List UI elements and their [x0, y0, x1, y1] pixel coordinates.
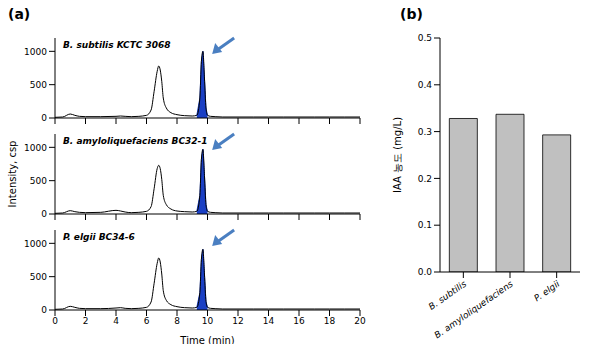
- svg-text:0.2: 0.2: [418, 174, 432, 184]
- svg-text:500: 500: [30, 80, 47, 90]
- svg-text:500: 500: [30, 272, 47, 282]
- svg-text:0.4: 0.4: [418, 80, 433, 90]
- svg-text:Intensity, csp: Intensity, csp: [8, 141, 18, 208]
- svg-text:0: 0: [52, 316, 58, 326]
- svg-text:B. amyloliquefaciens: B. amyloliquefaciens: [432, 279, 515, 341]
- svg-text:6: 6: [144, 316, 150, 326]
- html-text:B. subtilis KCTC 3068: B. subtilis KCTC 3068: [63, 40, 171, 50]
- html-text:P. elgii BC34-6: P. elgii BC34-6: [63, 232, 135, 242]
- svg-text:2: 2: [83, 316, 89, 326]
- svg-text:B. subtilis: B. subtilis: [427, 279, 469, 312]
- svg-text:1000: 1000: [24, 239, 47, 249]
- html-text:(b): (b): [400, 6, 423, 22]
- svg-text:P. elgii: P. elgii: [532, 278, 562, 303]
- html-text:B. amyloliquefaciens BC32-1: B. amyloliquefaciens BC32-1: [63, 136, 208, 146]
- svg-text:0.3: 0.3: [418, 127, 432, 137]
- svg-text:20: 20: [354, 316, 366, 326]
- svg-text:Time (min): Time (min): [179, 335, 234, 344]
- svg-text:0.5: 0.5: [418, 33, 432, 43]
- html-text:(a): (a): [8, 6, 31, 22]
- svg-text:0.0: 0.0: [418, 267, 433, 277]
- svg-text:4: 4: [113, 316, 119, 326]
- svg-text:16: 16: [293, 316, 305, 326]
- svg-text:12: 12: [232, 316, 243, 326]
- svg-text:IAA 농도 (mg/L): IAA 농도 (mg/L): [392, 117, 403, 193]
- svg-text:14: 14: [263, 316, 275, 326]
- svg-text:500: 500: [30, 176, 47, 186]
- svg-text:1000: 1000: [24, 143, 47, 153]
- svg-text:10: 10: [202, 316, 214, 326]
- svg-text:0: 0: [41, 305, 47, 315]
- svg-text:8: 8: [174, 316, 180, 326]
- svg-text:0: 0: [41, 209, 47, 219]
- svg-text:1000: 1000: [24, 47, 47, 57]
- svg-text:18: 18: [324, 316, 336, 326]
- svg-text:0: 0: [41, 113, 47, 123]
- svg-text:0.1: 0.1: [418, 220, 432, 230]
